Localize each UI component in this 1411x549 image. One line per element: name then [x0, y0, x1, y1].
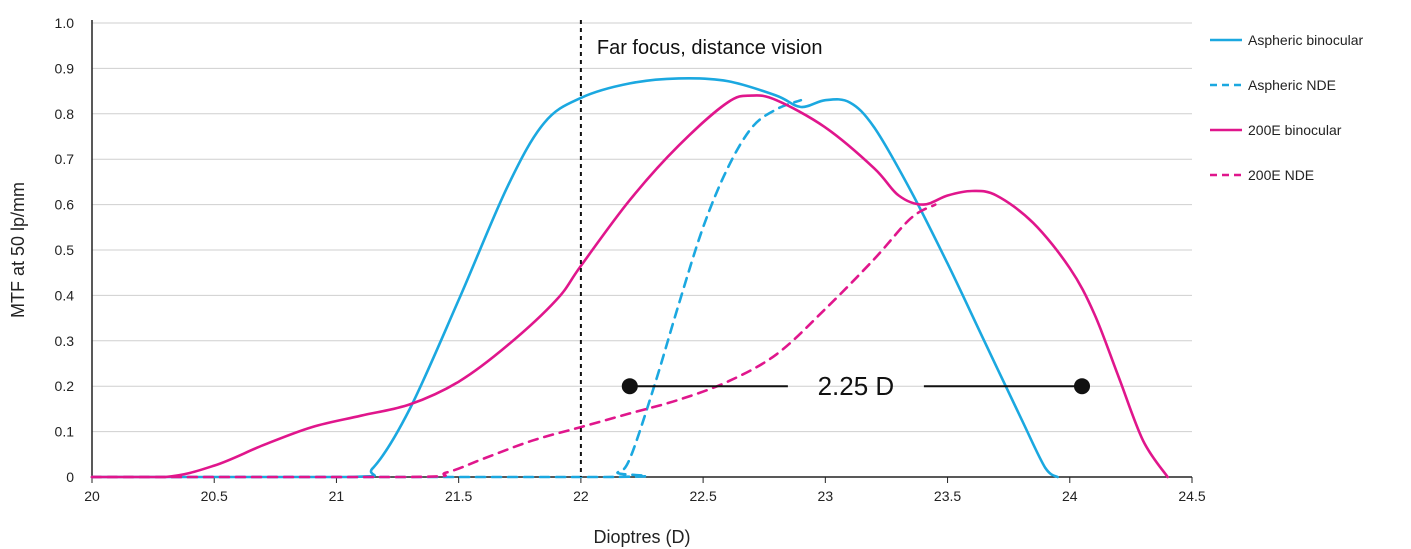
far-focus-label: Far focus, distance vision — [597, 37, 823, 59]
x-tick-label: 20.5 — [201, 488, 228, 504]
legend: Aspheric binocular Aspheric NDE 200E binoc… — [1210, 32, 1364, 183]
series-line-aspheric-binocular — [90, 76, 1059, 479]
x-tick-label: 21.5 — [445, 488, 472, 504]
legend-label-200e-nde: 200E NDE — [1248, 167, 1314, 183]
y-tick-label: 0.1 — [55, 424, 75, 440]
series-lines — [90, 76, 1169, 479]
x-tick-labels: 20 20.5 21 21.5 22 22.5 23 23.5 24 24.5 — [84, 488, 1206, 504]
y-tick-label: 0.9 — [55, 60, 75, 76]
x-tick-label: 24.5 — [1178, 488, 1205, 504]
x-tick-label: 20 — [84, 488, 100, 504]
x-tick-label: 21 — [329, 488, 345, 504]
x-tick-label: 24 — [1062, 488, 1078, 504]
x-tick-label: 23.5 — [934, 488, 961, 504]
grid — [92, 22, 1192, 433]
x-axis-title: Dioptres (D) — [593, 527, 690, 547]
legend-label-aspheric-nde: Aspheric NDE — [1248, 77, 1336, 93]
y-tick-label: 0.5 — [55, 242, 75, 258]
series-line-200e-binocular — [90, 94, 1169, 479]
y-tick-label: 0 — [66, 469, 74, 485]
x-tick-label: 22.5 — [689, 488, 716, 504]
series-line-200e-nde — [90, 203, 937, 479]
range-label: 2.25 D — [818, 371, 895, 401]
y-tick-label: 0.2 — [55, 378, 75, 394]
annotations: Far focus, distance vision 2.25 D — [579, 20, 1090, 477]
y-tick-label: 0.7 — [55, 151, 75, 167]
y-tick-labels: 0 0.1 0.2 0.3 0.4 0.5 0.6 0.7 0.8 0.9 1.0 — [55, 15, 75, 485]
y-tick-label: 0.6 — [55, 197, 75, 213]
legend-label-200e-binocular: 200E binocular — [1248, 122, 1342, 138]
y-tick-label: 0.8 — [55, 106, 75, 122]
range-bracket-start-dot — [621, 378, 638, 395]
x-tick-label: 22 — [573, 488, 589, 504]
y-axis-title: MTF at 50 lp/mm — [8, 182, 28, 318]
y-tick-label: 1.0 — [55, 15, 75, 31]
axes — [91, 20, 1193, 483]
y-tick-label: 0.4 — [55, 287, 75, 303]
x-tick-label: 23 — [818, 488, 834, 504]
legend-label-aspheric-binocular: Aspheric binocular — [1248, 32, 1364, 48]
y-tick-label: 0.3 — [55, 333, 75, 349]
series-line-aspheric-nde — [90, 98, 803, 479]
range-bracket-end-dot — [1074, 378, 1090, 395]
